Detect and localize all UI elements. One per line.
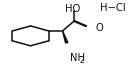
Text: H−Cl: H−Cl <box>100 3 126 13</box>
Polygon shape <box>63 31 68 43</box>
Text: O: O <box>95 23 103 33</box>
Text: NH: NH <box>70 53 85 63</box>
Text: HO: HO <box>65 4 81 14</box>
Text: 2: 2 <box>79 56 84 65</box>
